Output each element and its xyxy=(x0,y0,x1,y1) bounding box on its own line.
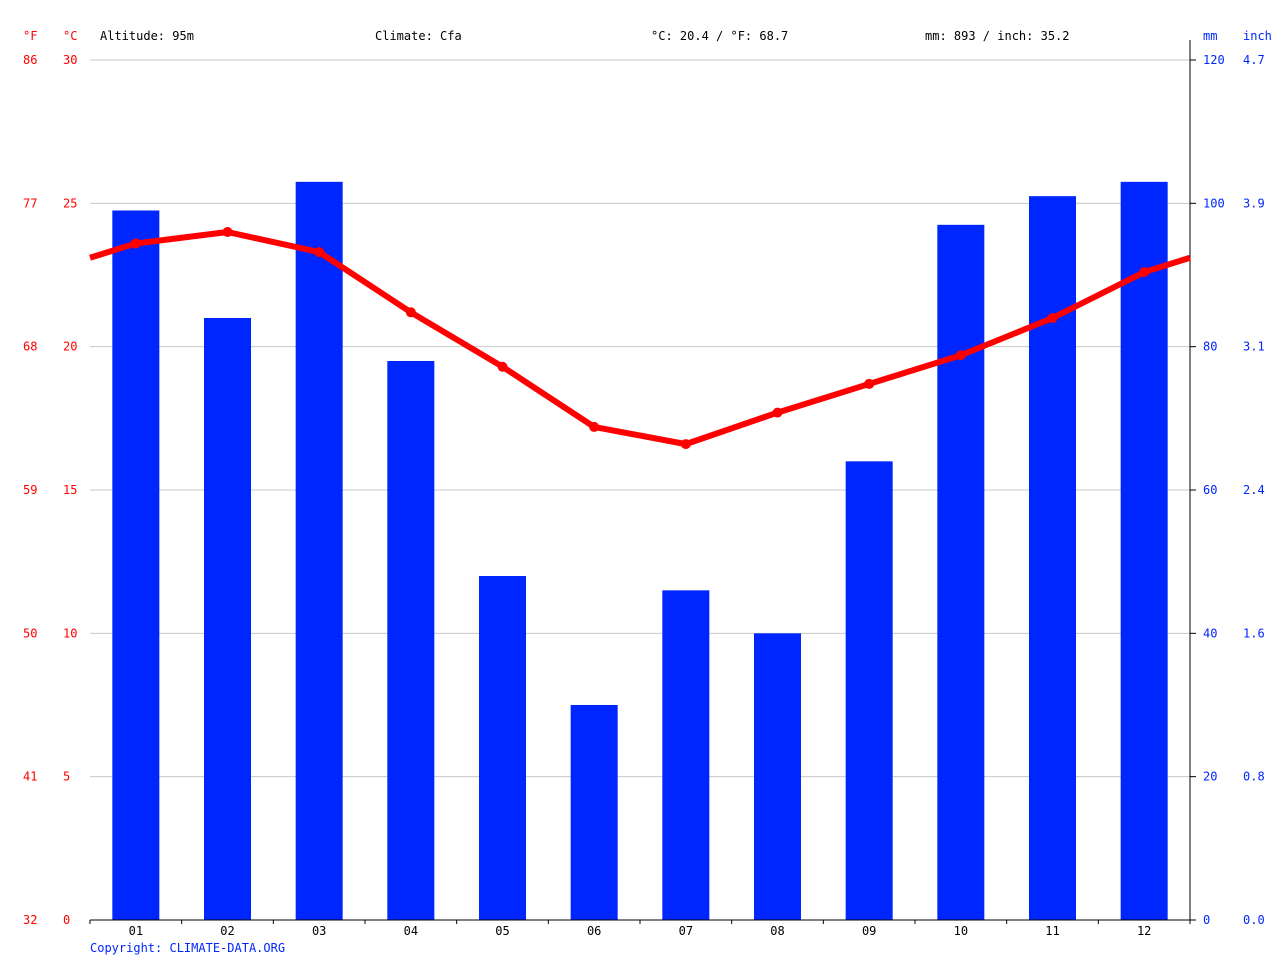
temperature-point xyxy=(955,350,966,361)
precipitation-bar xyxy=(479,576,526,920)
precipitation-bar xyxy=(845,461,893,920)
month-tick-label: 02 xyxy=(220,924,234,938)
precipitation-bar xyxy=(295,181,343,921)
temperature-point xyxy=(497,361,508,372)
mm-unit-label: mm xyxy=(1203,29,1217,43)
inch-tick-label: 3.1 xyxy=(1243,340,1265,354)
temperature-line-path xyxy=(89,229,1191,448)
temperature-point xyxy=(589,421,600,432)
precipitation-bar xyxy=(754,633,801,920)
inch-unit-label: inch xyxy=(1243,29,1272,43)
inch-tick-label: 4.7 xyxy=(1243,53,1265,67)
mm-tick-label: 100 xyxy=(1203,196,1225,210)
month-tick-label: 08 xyxy=(770,924,784,938)
tick-labels: 32 0 0 0.0 41 5 20 0.8 50 10 40 1.6 59 15 60 2.4 68 20 80 3… xyxy=(23,53,1265,938)
altitude-label: Altitude: 95m xyxy=(100,29,194,43)
precipitation-bar xyxy=(1120,181,1168,921)
celsius-tick-label: 15 xyxy=(63,483,77,497)
inch-tick-label: 3.9 xyxy=(1243,196,1265,210)
precipitation-bar xyxy=(112,210,160,920)
celsius-tick-label: 0 xyxy=(63,913,70,927)
mm-tick-label: 0 xyxy=(1203,913,1210,927)
month-tick-label: 09 xyxy=(862,924,876,938)
precipitation-bar xyxy=(1029,196,1076,920)
celsius-unit-label: °C xyxy=(63,29,77,43)
month-tick-label: 11 xyxy=(1045,924,1059,938)
month-tick-label: 10 xyxy=(954,924,968,938)
celsius-tick-label: 25 xyxy=(63,196,77,210)
inch-tick-label: 0.8 xyxy=(1243,770,1265,784)
grid-lines xyxy=(90,59,1190,778)
inch-tick-label: 0.0 xyxy=(1243,913,1265,927)
fahrenheit-tick-label: 50 xyxy=(23,626,37,640)
mm-tick-label: 80 xyxy=(1203,340,1217,354)
precipitation-bar xyxy=(662,590,710,920)
axes xyxy=(89,40,1196,924)
precipitation-bar xyxy=(937,224,985,921)
temperature-point xyxy=(772,407,783,418)
mm-tick-label: 60 xyxy=(1203,483,1217,497)
fahrenheit-tick-label: 68 xyxy=(23,340,37,354)
fahrenheit-tick-label: 32 xyxy=(23,913,37,927)
celsius-tick-label: 20 xyxy=(63,340,77,354)
inch-tick-label: 2.4 xyxy=(1243,483,1265,497)
mm-tick-label: 40 xyxy=(1203,626,1217,640)
celsius-tick-label: 10 xyxy=(63,626,77,640)
temperature-line xyxy=(89,227,1191,450)
precipitation-bar xyxy=(570,705,618,920)
temperature-point xyxy=(680,439,691,450)
fahrenheit-tick-label: 59 xyxy=(23,483,37,497)
celsius-tick-label: 5 xyxy=(63,770,70,784)
precipitation-total-label: mm: 893 / inch: 35.2 xyxy=(925,29,1070,43)
temperature-average-label: °C: 20.4 / °F: 68.7 xyxy=(651,29,788,43)
temperature-point xyxy=(405,307,416,318)
inch-tick-label: 1.6 xyxy=(1243,626,1265,640)
temperature-point xyxy=(314,247,325,258)
mm-tick-label: 20 xyxy=(1203,770,1217,784)
precipitation-bar xyxy=(204,318,251,920)
fahrenheit-unit-label: °F xyxy=(23,29,37,43)
fahrenheit-tick-label: 41 xyxy=(23,770,37,784)
precipitation-bar xyxy=(387,361,435,920)
temperature-point xyxy=(1139,267,1150,278)
celsius-tick-label: 30 xyxy=(63,53,77,67)
month-tick-label: 03 xyxy=(312,924,326,938)
fahrenheit-tick-label: 86 xyxy=(23,53,37,67)
month-tick-label: 04 xyxy=(404,924,418,938)
temperature-point xyxy=(222,227,233,237)
month-tick-label: 06 xyxy=(587,924,601,938)
month-tick-label: 05 xyxy=(495,924,509,938)
temperature-point xyxy=(864,378,875,389)
mm-tick-label: 120 xyxy=(1203,53,1225,67)
precipitation-bars xyxy=(112,181,1168,921)
header: °F °C Altitude: 95m Climate: Cfa °C: 20.… xyxy=(23,29,1272,43)
copyright-label: Copyright: CLIMATE-DATA.ORG xyxy=(90,941,285,955)
fahrenheit-tick-label: 77 xyxy=(23,196,37,210)
month-tick-label: 07 xyxy=(679,924,693,938)
month-tick-label: 12 xyxy=(1137,924,1151,938)
temperature-point xyxy=(130,238,141,249)
month-tick-label: 01 xyxy=(129,924,143,938)
climate-label: Climate: Cfa xyxy=(375,29,462,43)
temperature-point xyxy=(1047,313,1058,323)
